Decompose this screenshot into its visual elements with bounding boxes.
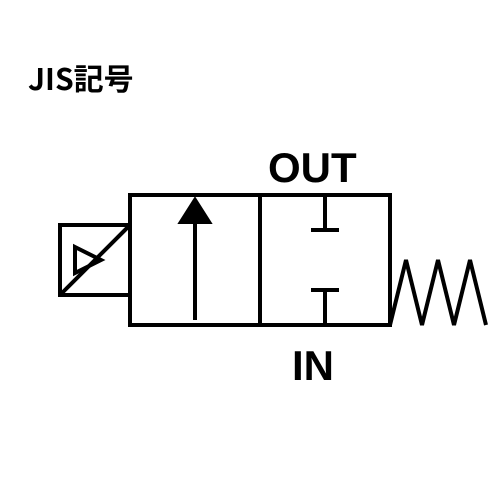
diagram-title: JIS記号 [28, 55, 134, 99]
flow-arrow-head [181, 200, 209, 222]
solenoid-diagonal [60, 225, 130, 295]
spring-return-icon [390, 260, 486, 325]
port-label-in: IN [292, 342, 334, 389]
port-label-out: OUT [268, 144, 357, 191]
